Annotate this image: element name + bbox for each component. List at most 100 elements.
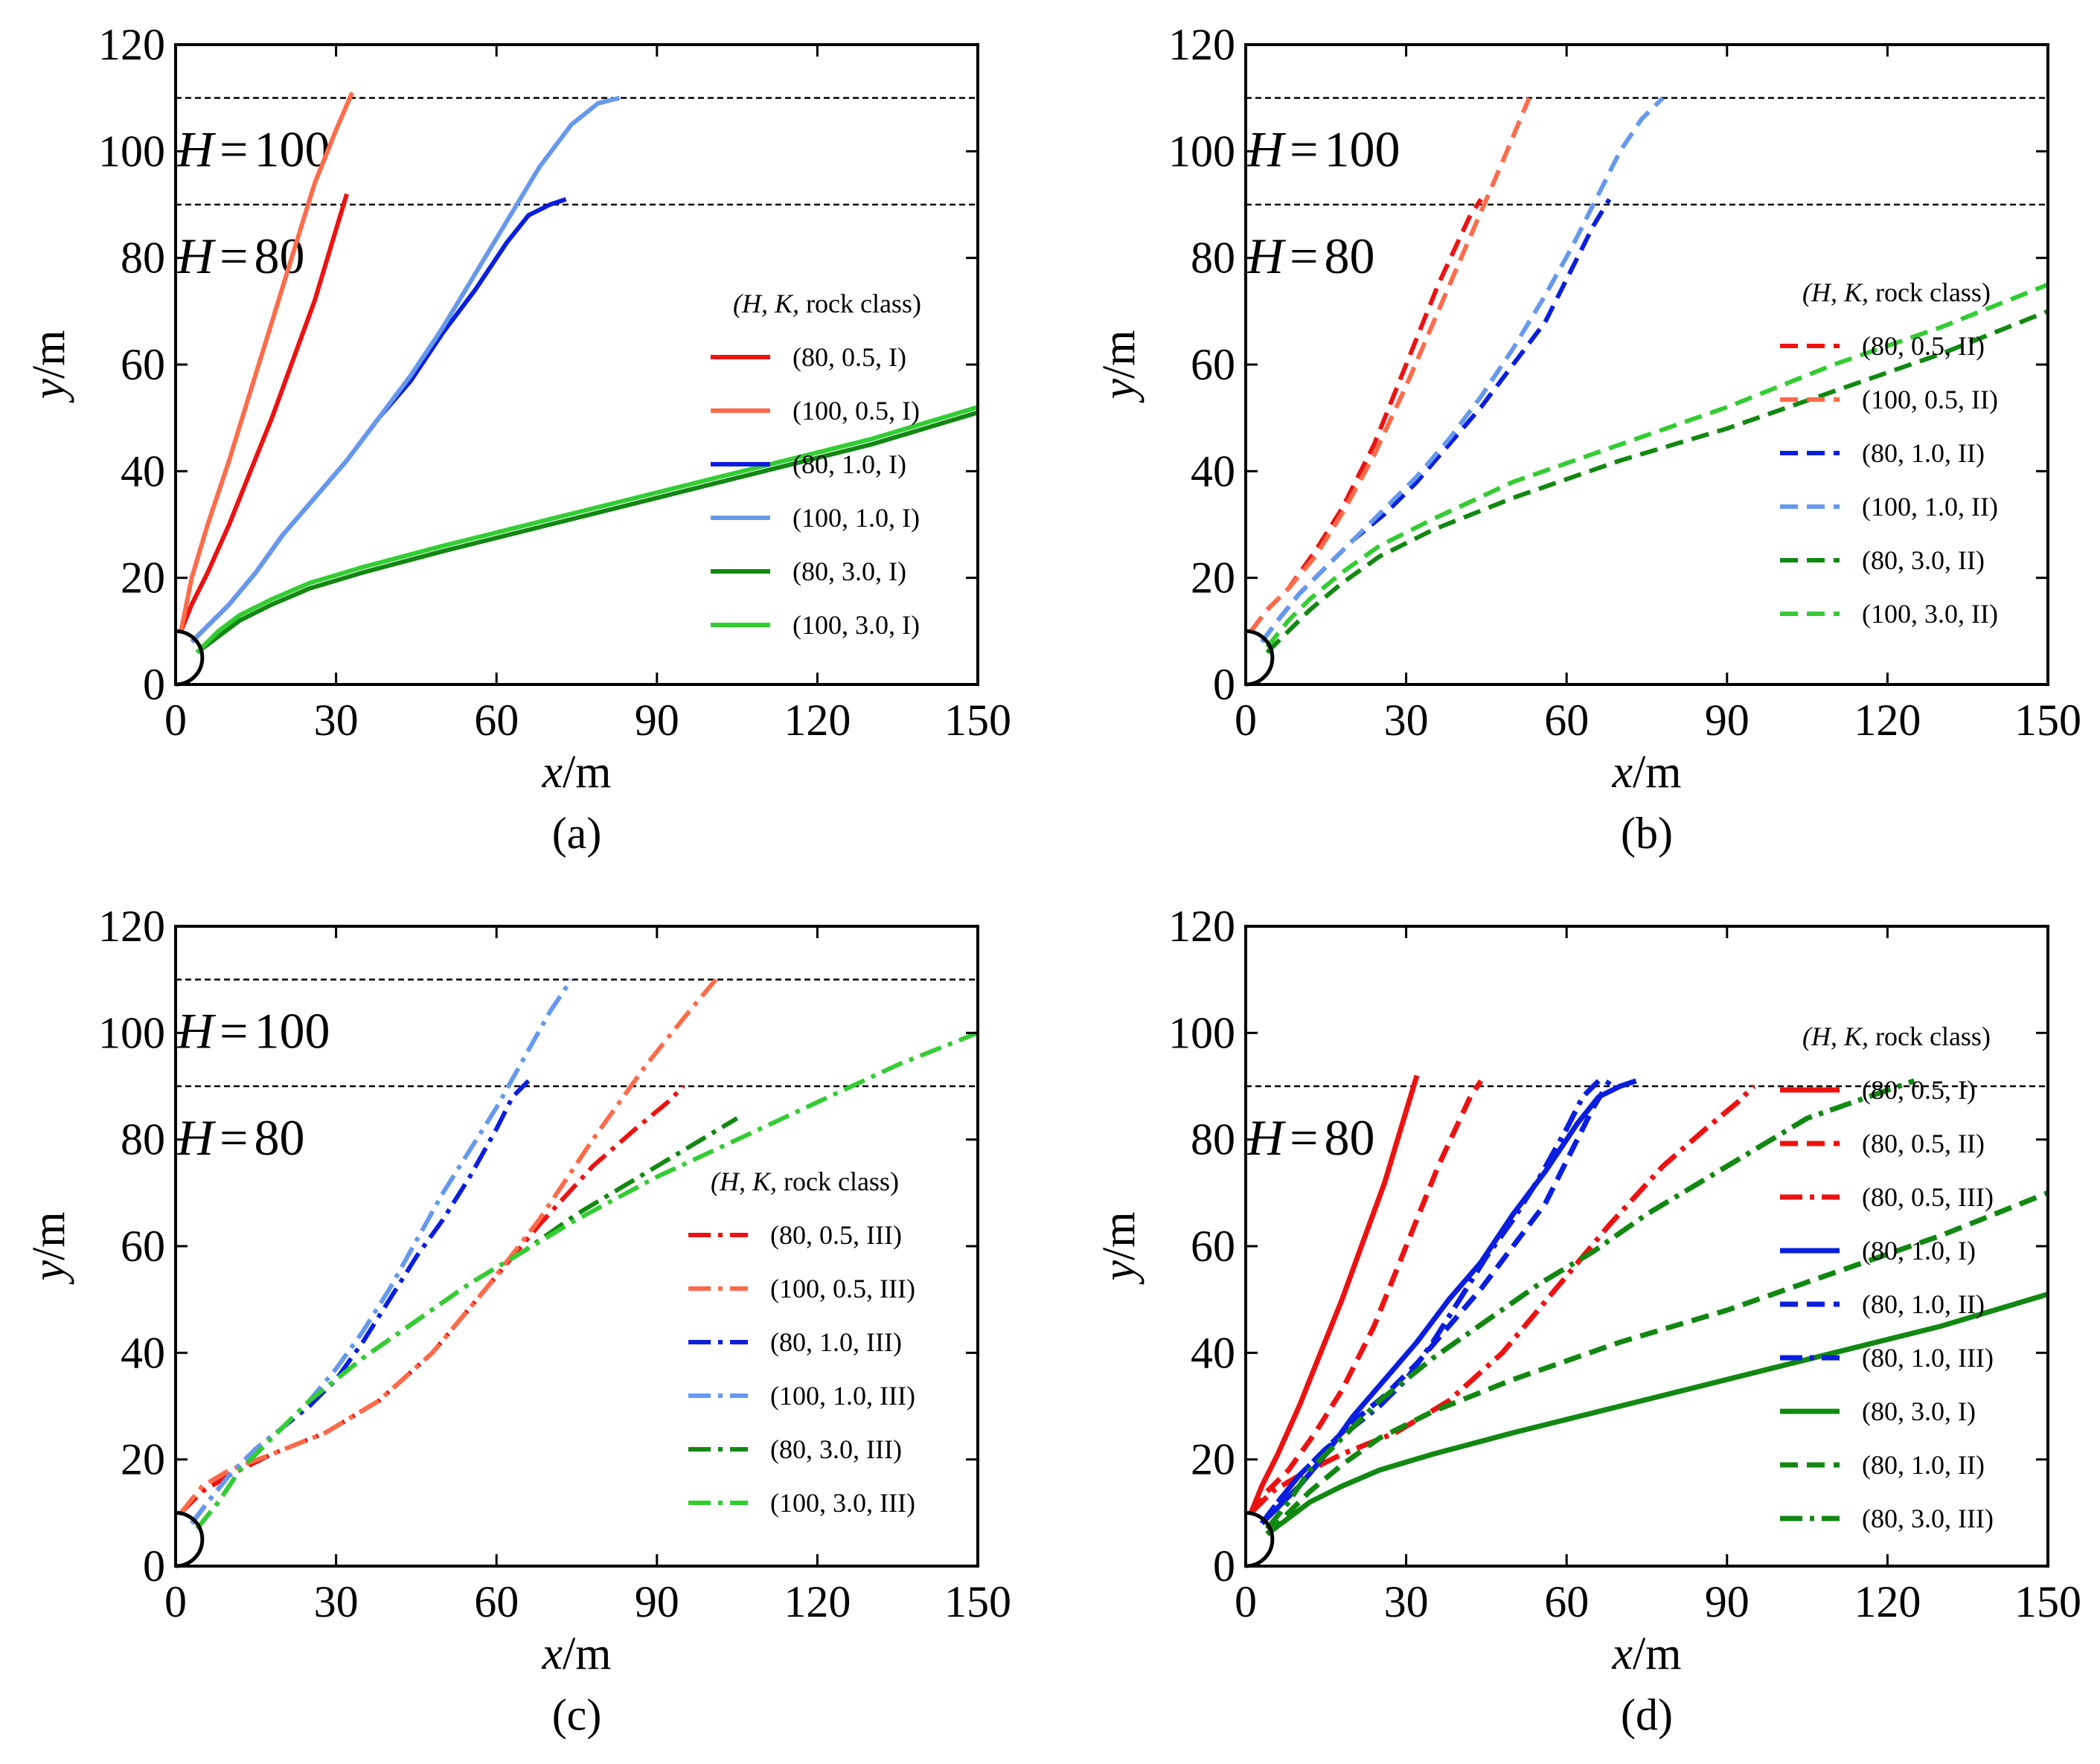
x-tick-label: 90 — [1705, 696, 1750, 745]
y-tick-label: 20 — [1191, 1435, 1235, 1484]
reference-label-eq: = — [1290, 228, 1318, 284]
y-axis-label: y/m — [1094, 1212, 1145, 1286]
y-tick-label: 80 — [1191, 1115, 1235, 1164]
reference-label-var: H — [176, 1003, 217, 1059]
series-group — [1248, 1074, 2049, 1536]
reference-lines: H = 80 — [1246, 1085, 2048, 1166]
y-tick-label: 40 — [121, 1328, 165, 1377]
series-line-2 — [179, 92, 354, 632]
legend-entry-label: (80, 3.0, I) — [793, 557, 906, 586]
y-tick-label: 80 — [121, 1115, 165, 1164]
y-tick-label: 80 — [121, 234, 165, 283]
x-tick-label: 0 — [164, 1577, 187, 1626]
x-tick-label: 60 — [474, 696, 519, 745]
y-tick-label: 100 — [98, 1008, 165, 1057]
legend-title: (H, K, rock class) — [1802, 1021, 1991, 1051]
y-tick-label: 100 — [98, 126, 165, 176]
y-tick-label: 60 — [1191, 340, 1235, 389]
series-group — [179, 978, 979, 1530]
y-axis: 0 20 40 60 80 100 120 — [98, 20, 978, 709]
x-tick-label: 30 — [1384, 696, 1429, 745]
x-axis-label-var: x — [542, 1629, 563, 1679]
series-line-7 — [1265, 1292, 2049, 1536]
panel-label: (a) — [552, 809, 602, 858]
series-line-2 — [1249, 97, 1531, 633]
legend-title-vars: (H, K, — [711, 1167, 784, 1196]
reference-label-var: H — [1246, 1109, 1287, 1166]
y-tick-label: 40 — [1191, 446, 1235, 495]
legend-title-rest: rock class) — [806, 289, 921, 318]
x-tick-label: 60 — [474, 1577, 519, 1626]
legend-title: (H, K, rock class) — [711, 1167, 899, 1196]
y-axis-label: y/m — [24, 330, 74, 404]
legend-title-vars: (H, K, — [733, 289, 806, 318]
y-axis: 0 20 40 60 80 100 120 — [1168, 20, 2048, 709]
x-tick-label: 150 — [2014, 696, 2081, 745]
reference-label-100: H = 100 — [176, 121, 330, 178]
legend-entry-label: (80, 1.0, II) — [1862, 1289, 1985, 1319]
reference-label-eq: = — [1290, 1109, 1318, 1166]
y-tick-label: 60 — [1191, 1222, 1235, 1271]
x-axis: 0 30 60 90 120 150 — [164, 45, 1011, 745]
reference-label-value: 80 — [1324, 1109, 1374, 1166]
reference-label-var: H — [176, 121, 217, 178]
x-tick-label: 150 — [2014, 1577, 2081, 1626]
x-tick-label: 120 — [1854, 1577, 1921, 1626]
legend-entry-label: (100, 0.5, I) — [793, 396, 920, 426]
legend: (H, K, rock class) (80, 0.5, I) (80, 0.5, … — [1780, 1021, 1994, 1533]
x-axis-label-var: x — [1612, 1629, 1633, 1679]
legend-title-vars: (H, K, — [1802, 278, 1875, 307]
reference-label-100: H = 100 — [1246, 121, 1400, 178]
reference-label-value: 100 — [254, 1003, 330, 1059]
reference-label-80: H = 80 — [1246, 228, 1374, 284]
series-line-6 — [195, 1030, 979, 1530]
y-axis: 0 20 40 60 80 100 120 — [1168, 902, 2048, 1591]
legend-entry-label: (80, 1.0, II) — [1862, 438, 1985, 468]
series-line-5 — [195, 1116, 739, 1530]
reference-label-value: 100 — [254, 121, 330, 178]
y-axis-label-group: y/m — [24, 1212, 74, 1286]
reference-label-eq: = — [220, 1109, 248, 1166]
series-line-5 — [195, 410, 979, 655]
legend-entry-label: (100, 1.0, I) — [793, 503, 920, 533]
x-axis: 0 30 60 90 120 150 — [1235, 926, 2081, 1626]
legend-entry-label: (80, 0.5, II) — [1862, 1129, 1985, 1158]
x-axis-label: x/m — [1612, 747, 1682, 798]
legend-title: (H, K, rock class) — [733, 289, 921, 318]
x-axis-label-rest: /m — [1633, 1629, 1681, 1679]
reference-label-eq: = — [220, 1003, 248, 1059]
series-line-5 — [1265, 309, 2049, 655]
legend-entry-label: (100, 3.0, III) — [770, 1488, 915, 1518]
legend: (H, K, rock class) (80, 0.5, III) (100, 0.… — [688, 1167, 915, 1518]
y-axis-label-var: y — [1094, 1260, 1145, 1285]
legend-title-rest: rock class) — [1875, 1021, 1991, 1051]
x-axis-label: x/m — [542, 747, 612, 798]
legend-entry-label: (80, 1.0, III) — [770, 1327, 902, 1357]
y-axis: 0 20 40 60 80 100 120 — [98, 902, 978, 1591]
legend-entry-label: (80, 3.0, III) — [1862, 1504, 1994, 1533]
y-tick-label: 100 — [1168, 126, 1235, 176]
tunnel-outline — [1245, 1510, 1275, 1568]
y-axis-label-rest: /m — [24, 1212, 74, 1260]
legend: (H, K, rock class) (80, 0.5, I) (100, 0.5,… — [711, 289, 921, 640]
x-tick-label: 60 — [1544, 696, 1589, 745]
panel-label: (d) — [1621, 1690, 1673, 1739]
legend-entry-label: (80, 0.5, III) — [1862, 1182, 1994, 1212]
x-axis-label: x/m — [1612, 1629, 1682, 1679]
x-axis: 0 30 60 90 120 150 — [164, 926, 1011, 1626]
y-axis-label-group: y/m — [24, 330, 74, 404]
reference-label-100: H = 100 — [176, 1003, 330, 1059]
tunnel-outline — [175, 629, 205, 687]
y-tick-label: 60 — [121, 1222, 165, 1271]
y-tick-label: 120 — [1168, 20, 1235, 69]
series-line-2 — [179, 978, 718, 1515]
panel-label: (c) — [552, 1690, 602, 1739]
reference-label-value: 80 — [1324, 228, 1374, 284]
x-tick-label: 0 — [1235, 696, 1257, 745]
y-axis-label-rest: /m — [1094, 330, 1145, 379]
y-tick-label: 20 — [121, 1435, 165, 1484]
legend-entry-label: (80, 0.5, I) — [1862, 1075, 1976, 1105]
legend-title-vars: (H, K, — [1802, 1021, 1875, 1051]
